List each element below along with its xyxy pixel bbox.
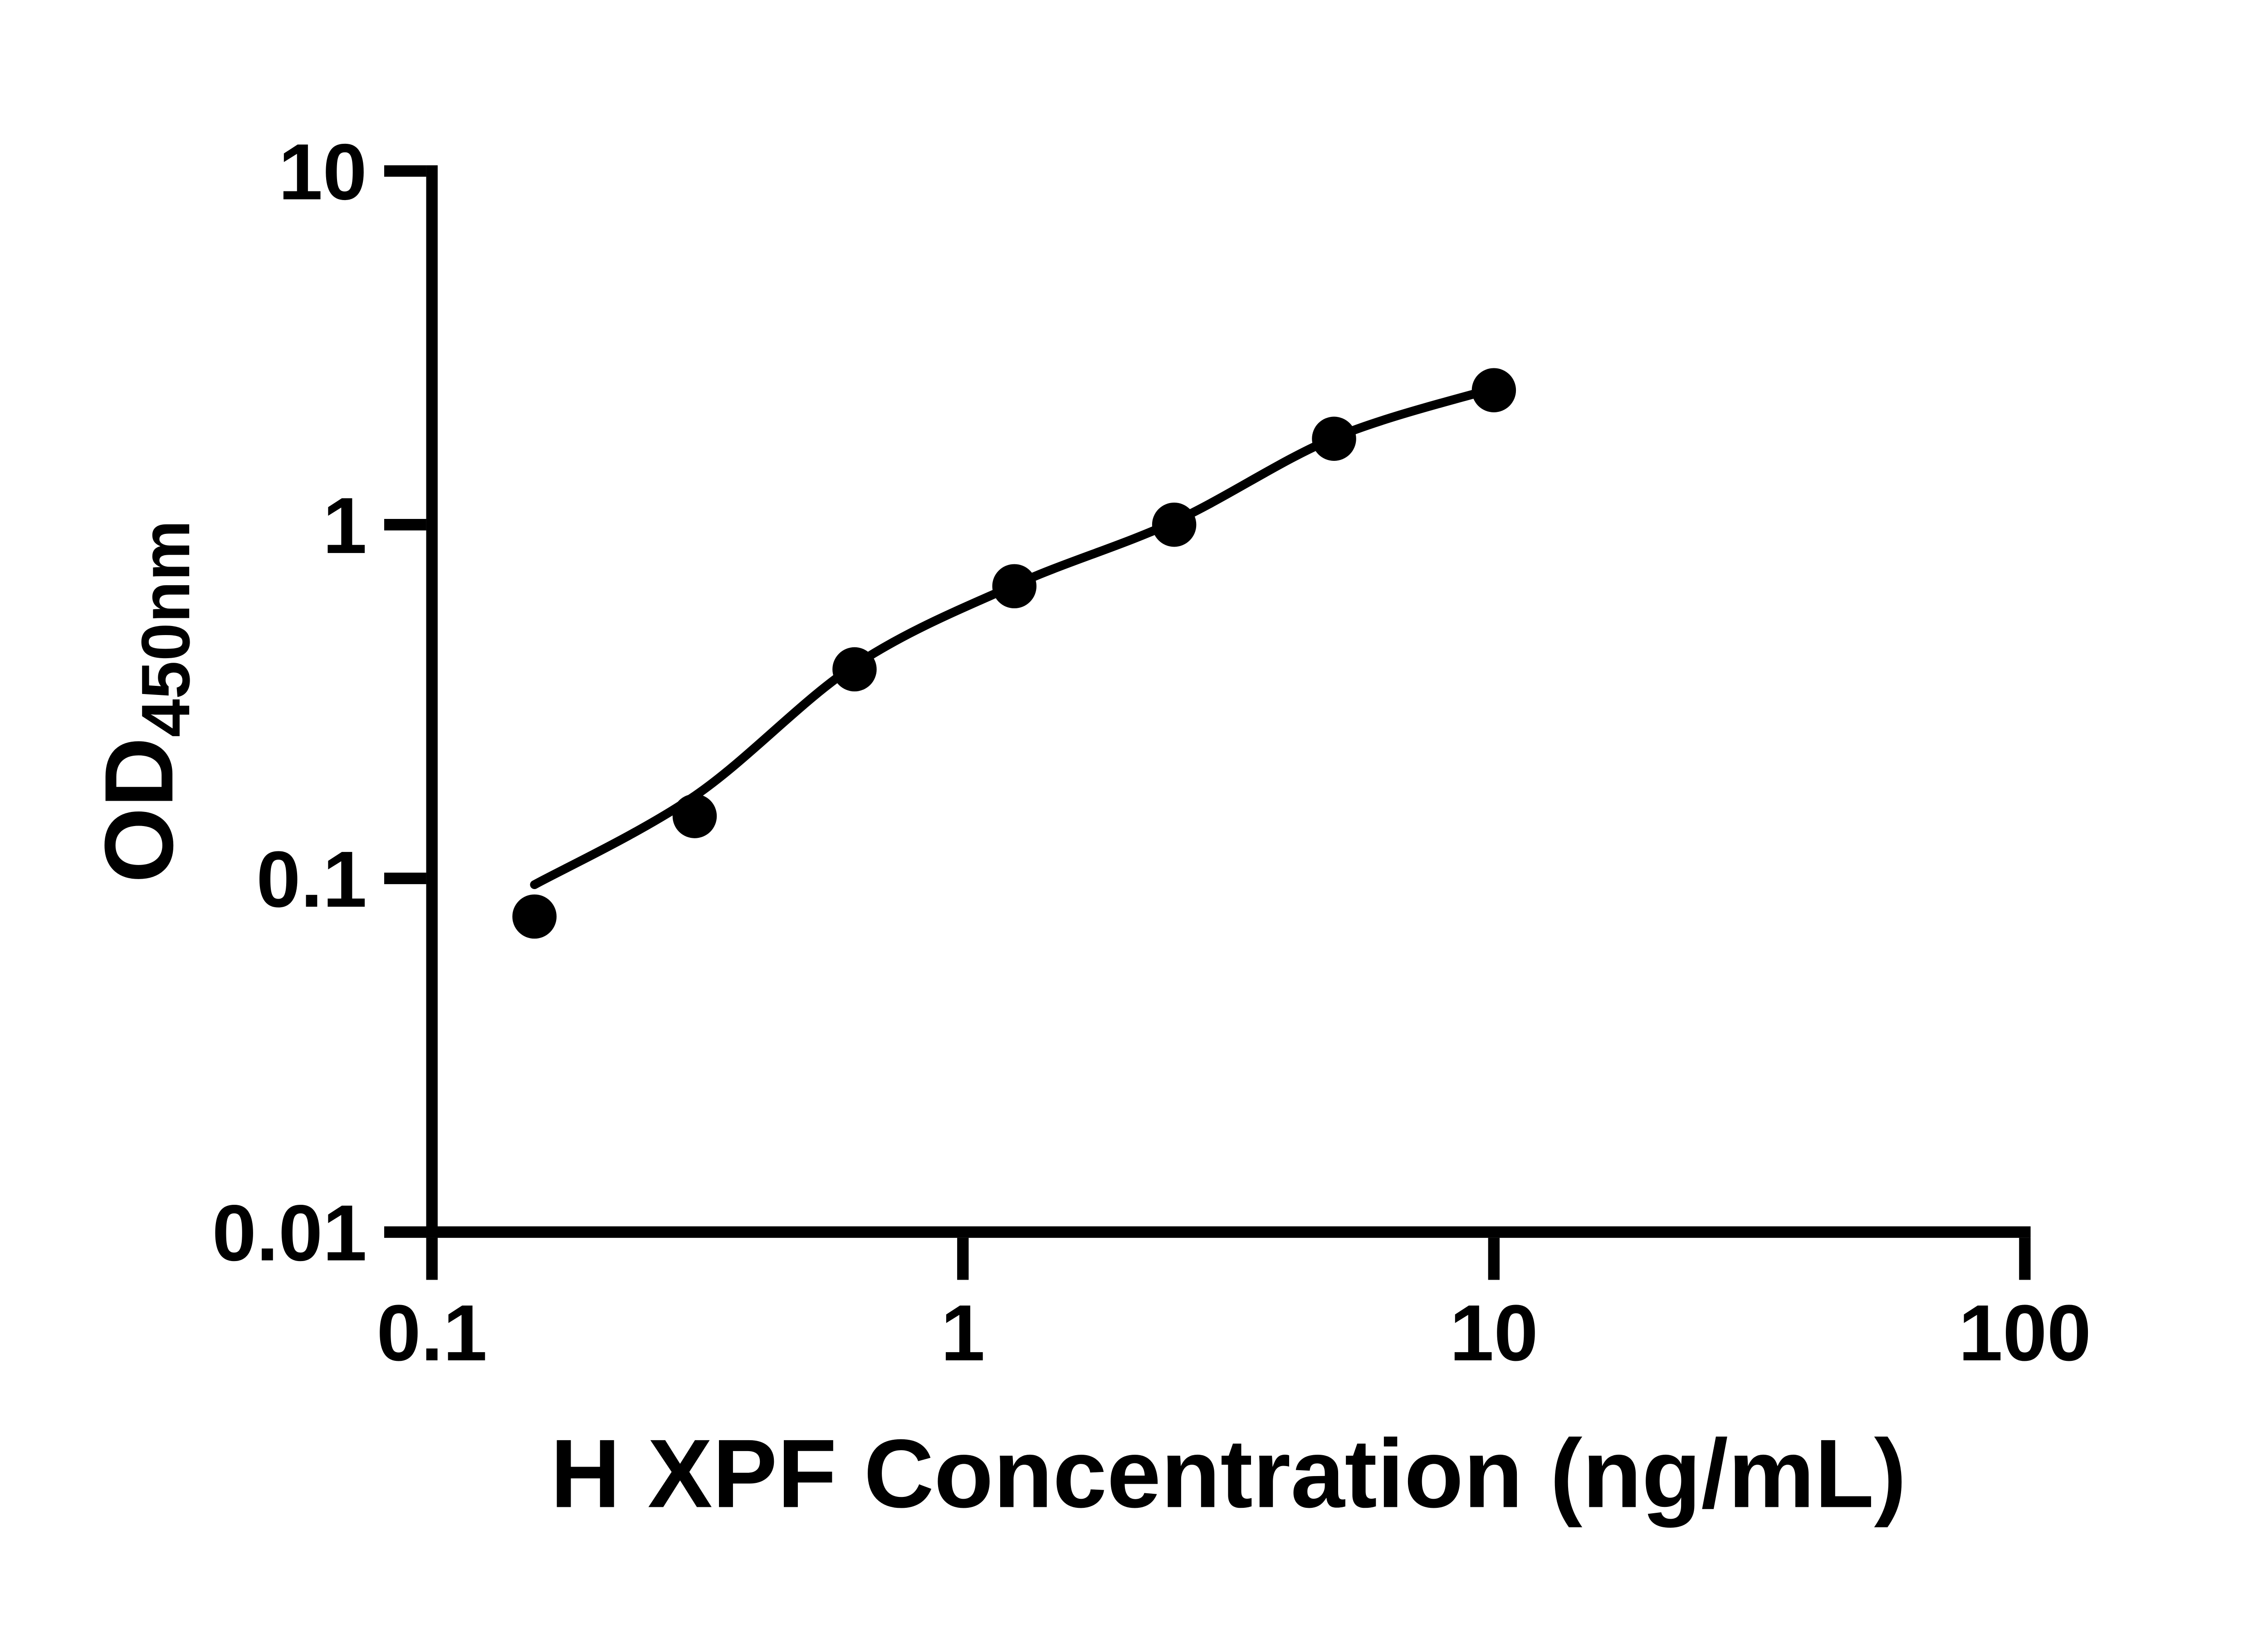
data-point-6 [1312, 416, 1356, 461]
y-tick-label-1: 1 [323, 481, 367, 570]
x-tick-label-100: 100 [1959, 1289, 2092, 1378]
x-axis-ticks [426, 1237, 2031, 1280]
x-axis-tick-labels: 0.1 1 10 100 [376, 1289, 2091, 1378]
data-point-3 [832, 647, 877, 692]
data-point-1 [512, 894, 557, 939]
x-tick-label-10: 10 [1450, 1289, 1538, 1378]
data-point-5 [1152, 502, 1197, 547]
y-tick-label-0.1: 0.1 [256, 835, 367, 924]
data-point-2 [672, 794, 717, 838]
data-point-4 [992, 564, 1036, 609]
x-axis-title: H XPF Concentration (ng/mL) [550, 1419, 1906, 1528]
y-tick-label-0.01: 0.01 [212, 1189, 367, 1278]
y-tick-label-10: 10 [279, 127, 367, 216]
data-point-7 [1471, 368, 1516, 412]
y-axis-title-main: OD [85, 737, 193, 883]
y-axis-tick-labels: 10 1 0.1 0.01 [212, 127, 367, 1277]
x-tick-label-0.1: 0.1 [376, 1289, 487, 1378]
x-tick-label-1: 1 [941, 1289, 985, 1378]
y-axis-ticks [384, 165, 426, 1238]
figure-background [0, 20, 2268, 1613]
y-axis-title-subscript: 450nm [127, 520, 204, 737]
y-axis-title: OD450nm [85, 520, 204, 883]
data-points-group [512, 368, 1516, 939]
